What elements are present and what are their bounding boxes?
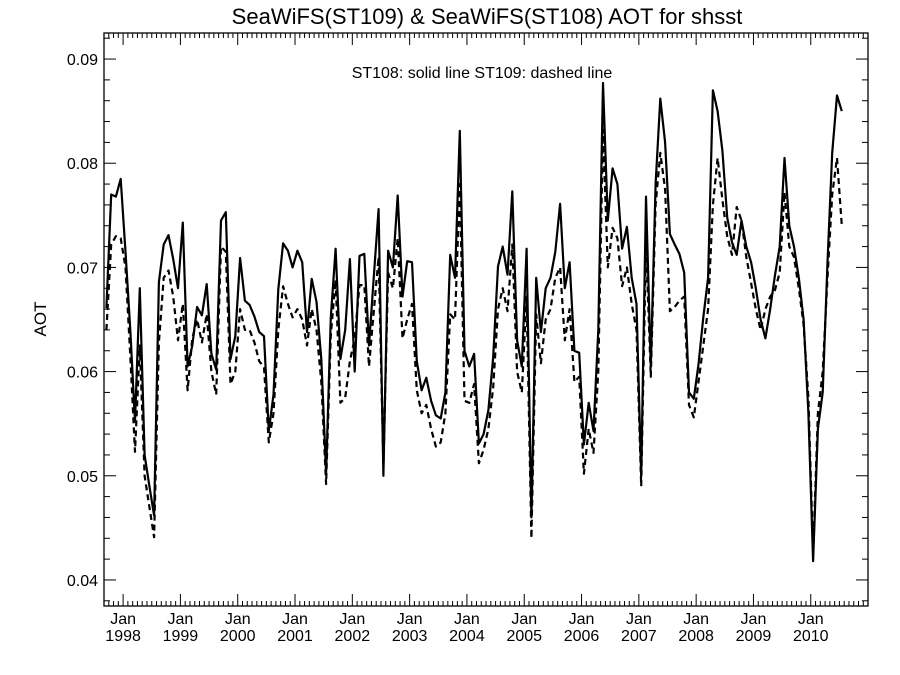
y-tick-label: 0.09	[67, 52, 98, 69]
y-axis-ticks: 0.04 0.05 0.06 0.07 0.08 0.09	[67, 37, 868, 602]
x-tick-year-label: 2006	[564, 628, 600, 645]
x-tick-month-label: Jan	[741, 611, 767, 628]
series-legend-note: ST108: solid line ST109: dashed line	[352, 65, 613, 82]
x-tick-month-label: Jan	[397, 611, 423, 628]
x-tick-month-label: Jan	[168, 611, 194, 628]
y-tick-label: 0.04	[67, 573, 98, 590]
x-axis-ticks: Jan1998Jan1999Jan2000Jan2001Jan2002Jan20…	[103, 33, 864, 645]
series-st109-dashed-line	[105, 128, 843, 556]
x-tick-year-label: 2001	[277, 628, 313, 645]
x-tick-month-label: Jan	[626, 611, 652, 628]
series-st108-solid-line	[105, 81, 843, 563]
x-tick-month-label: Jan	[798, 611, 824, 628]
series-lines	[105, 81, 843, 563]
x-tick-year-label: 2004	[449, 628, 485, 645]
x-tick-year-label: 2007	[621, 628, 657, 645]
x-tick-year-label: 2008	[678, 628, 714, 645]
x-tick-month-label: Jan	[339, 611, 365, 628]
x-tick-month-label: Jan	[511, 611, 537, 628]
x-tick-year-label: 2000	[220, 628, 256, 645]
y-tick-label: 0.07	[67, 260, 98, 277]
x-tick-year-label: 2005	[506, 628, 542, 645]
x-tick-year-label: 1999	[163, 628, 199, 645]
y-tick-label: 0.08	[67, 156, 98, 173]
y-tick-label: 0.06	[67, 365, 98, 382]
y-tick-label: 0.05	[67, 469, 98, 486]
chart-title: SeaWiFS(ST109) & SeaWiFS(ST108) AOT for …	[232, 4, 743, 29]
x-tick-month-label: Jan	[282, 611, 308, 628]
x-tick-year-label: 2010	[793, 628, 829, 645]
x-tick-month-label: Jan	[454, 611, 480, 628]
x-tick-month-label: Jan	[569, 611, 595, 628]
x-tick-month-label: Jan	[225, 611, 251, 628]
x-tick-year-label: 2003	[392, 628, 428, 645]
x-tick-year-label: 2002	[335, 628, 371, 645]
y-axis-label: AOT	[31, 302, 50, 337]
x-tick-month-label: Jan	[683, 611, 709, 628]
x-tick-month-label: Jan	[110, 611, 136, 628]
x-tick-year-label: 2009	[736, 628, 772, 645]
x-tick-year-label: 1998	[105, 628, 141, 645]
